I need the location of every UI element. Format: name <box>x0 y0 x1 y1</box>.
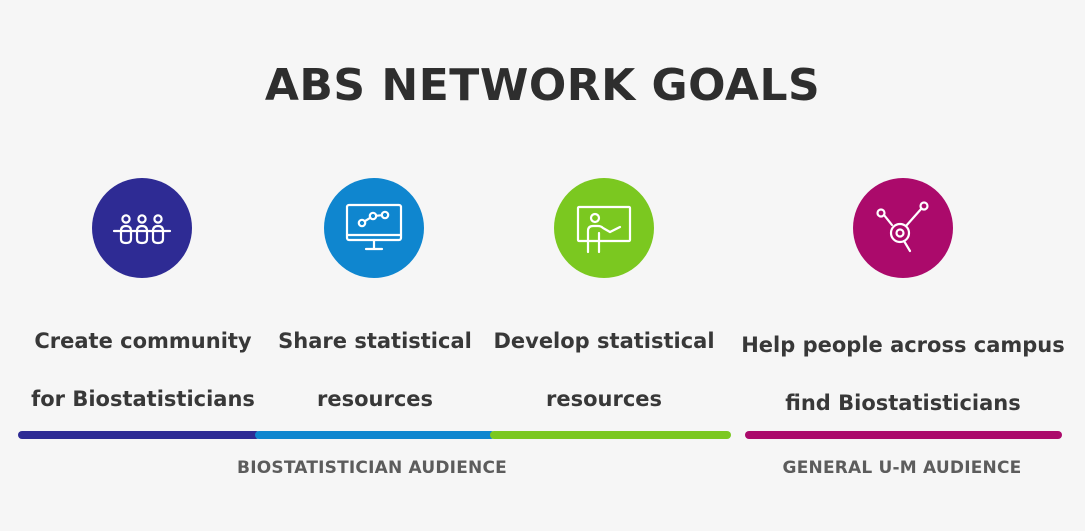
goal-develop-line2: resources <box>545 387 663 411</box>
goal-develop-label: Develop statistical resources <box>486 298 722 443</box>
biostatistician-audience-label: BIOSTATISTICIAN AUDIENCE <box>237 458 507 478</box>
community-people-icon <box>112 214 172 245</box>
goal-community-line1: Create community <box>34 329 252 353</box>
goal-community-label: Create community for Biostatisticians <box>20 298 266 443</box>
green-audience-bar <box>490 431 731 439</box>
general-audience-label: GENERAL U-M AUDIENCE <box>782 458 1022 478</box>
magenta-audience-bar <box>745 431 1062 439</box>
goal-share-label: Share statistical resources <box>262 298 488 443</box>
magnifier-network-icon <box>876 201 929 253</box>
presenter-board-icon <box>576 205 632 254</box>
monitor-chart-icon <box>345 203 403 251</box>
goal-help-label: Help people across campus find Biostatis… <box>740 302 1066 447</box>
goal-community-line2: for Biostatisticians <box>31 387 255 411</box>
goal-develop-line1: Develop statistical <box>493 329 715 353</box>
goal-help-line1: Help people across campus <box>741 333 1065 357</box>
goal-share-circle <box>324 178 424 278</box>
navy-audience-bar <box>18 431 260 439</box>
page-title: ABS NETWORK GOALS <box>264 60 821 111</box>
goal-help-circle <box>853 178 953 278</box>
blue-audience-bar <box>255 431 495 439</box>
goal-share-line1: Share statistical <box>278 329 472 353</box>
goal-community-circle <box>92 178 192 278</box>
goal-develop-circle <box>554 178 654 278</box>
goal-help-line2: find Biostatisticians <box>785 391 1021 415</box>
goal-share-line2: resources <box>316 387 434 411</box>
